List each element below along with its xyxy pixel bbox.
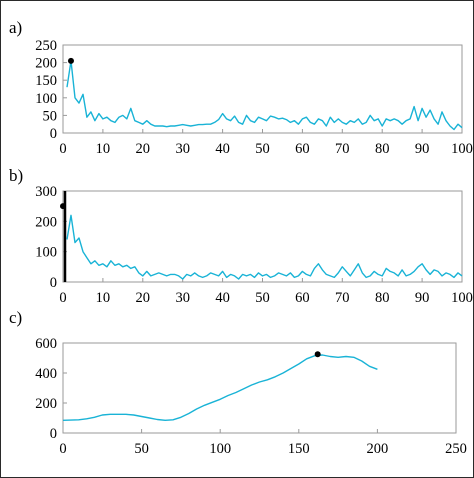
y-tick-label: 150 bbox=[35, 73, 57, 89]
y-tick-label: 300 bbox=[35, 184, 57, 200]
y-tick-label: 0 bbox=[50, 126, 57, 142]
y-tick-label: 250 bbox=[35, 38, 57, 54]
x-tick-label: 0 bbox=[59, 141, 66, 157]
peak-marker bbox=[67, 57, 74, 64]
x-tick-label: 60 bbox=[295, 290, 310, 306]
panel-label: c) bbox=[9, 308, 22, 327]
y-tick-label: 100 bbox=[35, 245, 57, 261]
x-tick-label: 50 bbox=[134, 441, 149, 457]
x-tick-label: 10 bbox=[96, 141, 111, 157]
plot-frame bbox=[62, 44, 463, 134]
x-tick-label: 100 bbox=[209, 441, 231, 457]
x-tick-label: 100 bbox=[451, 290, 473, 306]
y-tick-label: 200 bbox=[35, 214, 57, 230]
peak-marker bbox=[314, 351, 321, 358]
panel-label: b) bbox=[9, 166, 23, 185]
x-tick-label: 40 bbox=[215, 290, 230, 306]
x-tick-label: 80 bbox=[375, 141, 390, 157]
x-tick-label: 10 bbox=[96, 290, 111, 306]
y-tick-label: 600 bbox=[35, 336, 57, 352]
x-tick-label: 80 bbox=[375, 290, 390, 306]
x-tick-label: 70 bbox=[335, 141, 350, 157]
chart-panel-2: b) 0 100 200 300 0 10 20 30 40 50 60 70 80 90 100 bbox=[9, 166, 473, 306]
y-tick-label: 200 bbox=[35, 396, 57, 412]
x-tick-label: 20 bbox=[136, 290, 151, 306]
x-tick-label: 90 bbox=[415, 290, 430, 306]
y-tick-label: 400 bbox=[35, 366, 57, 382]
y-tick-label: 100 bbox=[35, 91, 57, 107]
y-tick-label: 0 bbox=[50, 426, 57, 442]
x-tick-label: 50 bbox=[255, 141, 270, 157]
peak-marker bbox=[60, 203, 66, 210]
x-tick-label: 0 bbox=[59, 441, 66, 457]
y-tick-label: 50 bbox=[43, 108, 58, 124]
chart-panel-3: c) 0 200 400 600 0 50 100 150 200 250 bbox=[9, 308, 467, 457]
x-tick-label: 60 bbox=[295, 141, 310, 157]
x-tick-label: 50 bbox=[255, 290, 270, 306]
series-line bbox=[66, 214, 463, 280]
x-tick-label: 0 bbox=[59, 290, 66, 306]
x-tick-label: 90 bbox=[415, 141, 430, 157]
series-line bbox=[66, 60, 463, 131]
x-tick-label: 40 bbox=[215, 141, 230, 157]
x-tick-label: 200 bbox=[367, 441, 389, 457]
x-tick-label: 30 bbox=[175, 290, 190, 306]
x-tick-label: 70 bbox=[335, 290, 350, 306]
series-line bbox=[62, 354, 378, 421]
y-tick-label: 0 bbox=[50, 275, 57, 291]
x-tick-label: 250 bbox=[445, 441, 467, 457]
x-tick-label: 150 bbox=[288, 441, 310, 457]
x-tick-label: 30 bbox=[175, 141, 190, 157]
plot-frame bbox=[62, 342, 457, 434]
x-tick-label: 20 bbox=[136, 141, 151, 157]
y-tick-label: 200 bbox=[35, 56, 57, 72]
plot-frame bbox=[62, 190, 463, 283]
x-tick-label: 100 bbox=[451, 141, 473, 157]
panel-label: a) bbox=[9, 18, 22, 37]
